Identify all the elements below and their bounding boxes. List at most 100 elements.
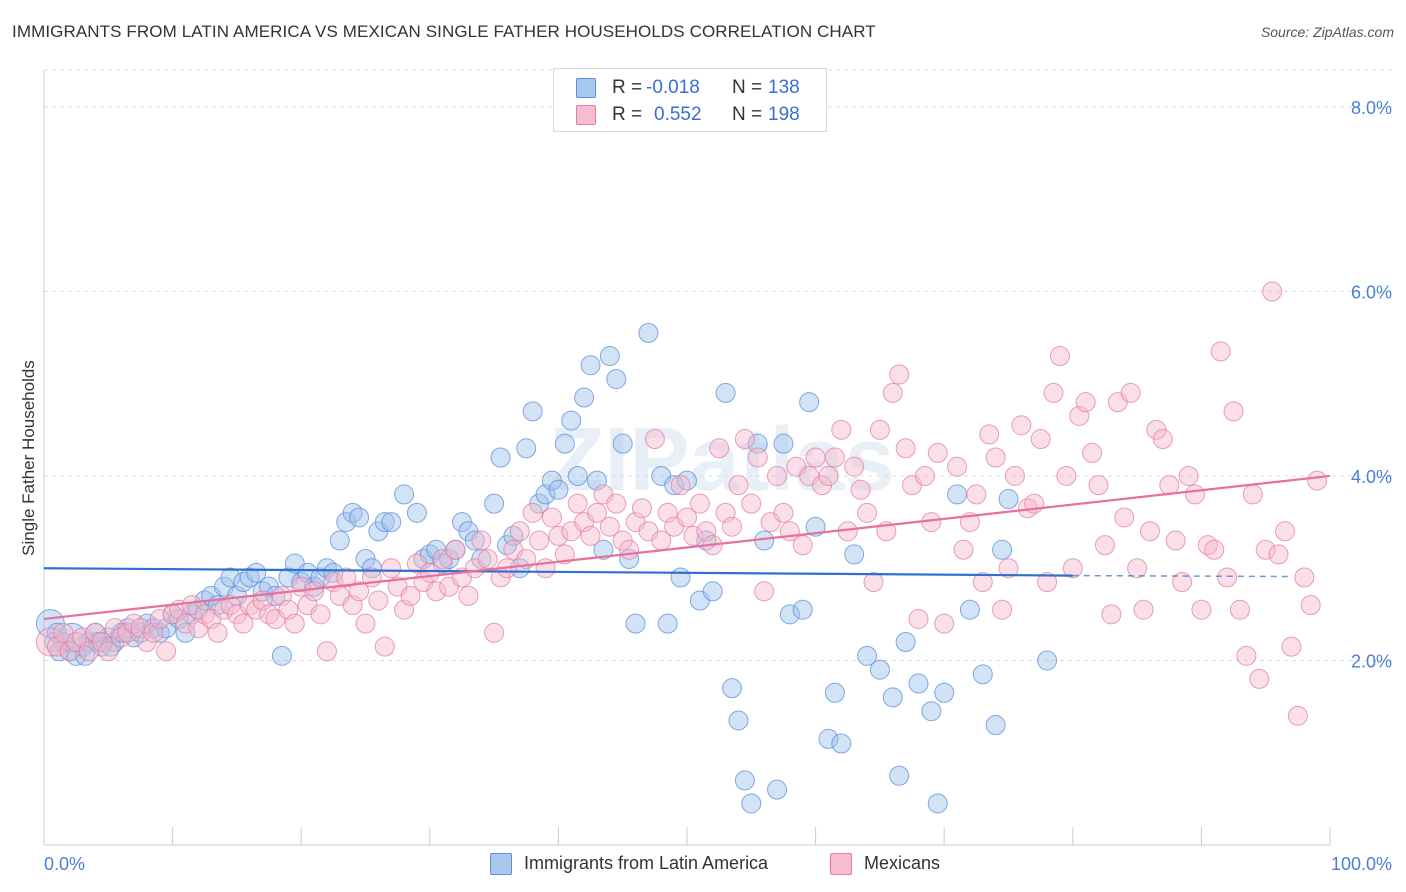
legend-r-label: R = [612,104,643,125]
data-point [426,581,447,602]
data-point [1082,442,1103,463]
legend-n-value: 198 [768,104,800,125]
data-point [824,447,845,468]
data-point [1165,530,1186,551]
data-point [586,502,607,523]
data-point [1229,599,1250,620]
data-point [947,484,968,505]
data-point [959,599,980,620]
data-point [914,465,935,486]
data-point [1242,484,1263,505]
data-point [844,456,865,477]
legend-swatch-pink [576,105,596,125]
y-axis-label: Single Father Households [19,360,38,556]
data-point [1030,429,1051,450]
data-point [1004,465,1025,486]
data-point [1274,521,1295,542]
data-point [349,507,370,528]
data-point [175,613,196,634]
legend-n-label: N = [732,77,763,98]
data-point [1088,475,1109,496]
data-point [1114,507,1135,528]
data-point [1152,429,1173,450]
data-point [631,498,652,519]
data-point [966,484,987,505]
data-point [471,530,492,551]
data-point [869,659,890,680]
data-point [882,382,903,403]
data-point [284,613,305,634]
data-point [554,544,575,565]
data-point [400,585,421,606]
data-point [741,493,762,514]
data-point [1011,415,1032,436]
data-point [747,433,768,454]
data-point [908,673,929,694]
data-point [207,622,228,643]
data-point [554,433,575,454]
bottom-legend-swatch-blue [490,853,512,875]
axes [43,70,1331,846]
data-point [1178,465,1199,486]
data-point [484,493,505,514]
chart-title: IMMIGRANTS FROM LATIN AMERICA VS MEXICAN… [12,22,876,41]
data-point [509,521,530,542]
data-point [374,512,395,533]
data-point [567,493,588,514]
data-point [992,539,1013,560]
data-point [921,701,942,722]
data-point [548,479,569,500]
data-point [1049,346,1070,367]
bottom-legend-label: Mexicans [864,853,941,873]
data-point [381,558,402,579]
data-point [1094,535,1115,556]
data-point [664,475,685,496]
x-tick-label: 0.0% [44,854,85,874]
data-point [329,530,350,551]
data-point [934,613,955,634]
data-point [792,535,813,556]
data-point [1300,595,1321,616]
data-point [638,322,659,343]
data-point [657,613,678,634]
data-point [606,369,627,390]
data-point [985,715,1006,736]
data-point [1262,281,1283,302]
data-point [349,581,370,602]
data-point [580,355,601,376]
data-point [98,641,119,662]
data-point [805,447,826,468]
legend-row-latin-america: R = -0.018 N = 138 [554,75,826,101]
data-point [677,507,697,528]
data-point [1075,392,1096,413]
data-point [593,539,614,560]
data-point [702,581,723,602]
data-point [857,645,878,666]
data-point [869,419,890,440]
data-point [1191,599,1212,620]
data-point [689,493,710,514]
data-point [1043,382,1064,403]
data-point [567,465,588,486]
data-point [368,590,389,611]
data-point [844,544,865,565]
data-point [1255,539,1276,560]
data-point [316,641,337,662]
legend-n-value: 138 [768,77,800,98]
data-point [265,585,286,606]
x-tick-label: 100.0% [1331,854,1392,874]
legend-row-mexicans: R = 0.552 N = 198 [554,102,826,128]
data-point [831,733,852,754]
data-point [767,779,788,800]
data-point [863,572,884,593]
data-point [381,512,402,533]
trend-line [43,567,1073,577]
data-point [767,465,788,486]
data-point [979,424,1000,445]
data-point [670,567,691,588]
data-point [406,502,427,523]
data-point [895,438,916,459]
data-point [156,641,177,662]
data-point [1249,668,1270,689]
